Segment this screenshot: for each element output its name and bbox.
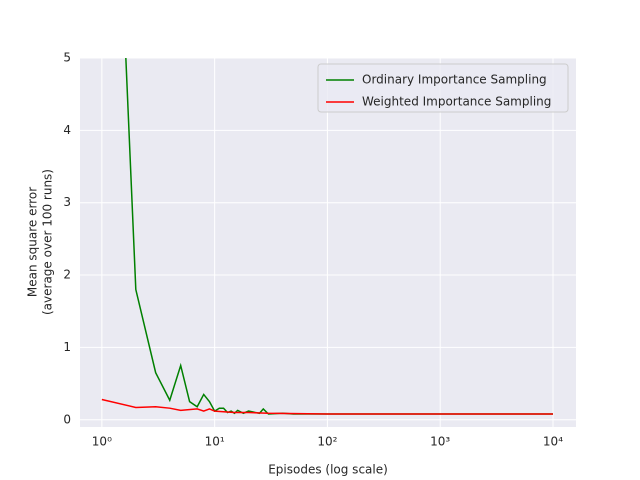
y-axis-label: Mean square error (26, 187, 40, 297)
x-axis-label: Episodes (log scale) (268, 463, 388, 477)
lines (101, 58, 553, 415)
y-axis-label: (average over 100 runs) (41, 169, 55, 315)
legend-box (317, 63, 569, 113)
series-line (101, 398, 553, 415)
x-tick-label: 10⁴ (543, 435, 563, 449)
x-tick-label: 10⁰ (92, 435, 112, 449)
y-tick-label: 2 (63, 268, 71, 282)
legend-label: Weighted Importance Sampling (362, 95, 551, 109)
y-tick-label: 1 (63, 340, 71, 354)
legend: Ordinary Importance Sampling Weighted Imp… (317, 63, 569, 113)
plot-area (80, 58, 576, 427)
grid (80, 57, 576, 427)
y-tick-label: 3 (63, 195, 71, 209)
y-tick-label: 0 (63, 412, 71, 426)
legend-label: Ordinary Importance Sampling (362, 73, 547, 87)
x-tick-label: 10³ (430, 435, 450, 449)
y-tick-label: 5 (63, 51, 71, 65)
y-tick-label: 4 (63, 123, 71, 137)
x-tick-label: 10¹ (205, 435, 225, 449)
x-tick-label: 10² (317, 435, 337, 449)
